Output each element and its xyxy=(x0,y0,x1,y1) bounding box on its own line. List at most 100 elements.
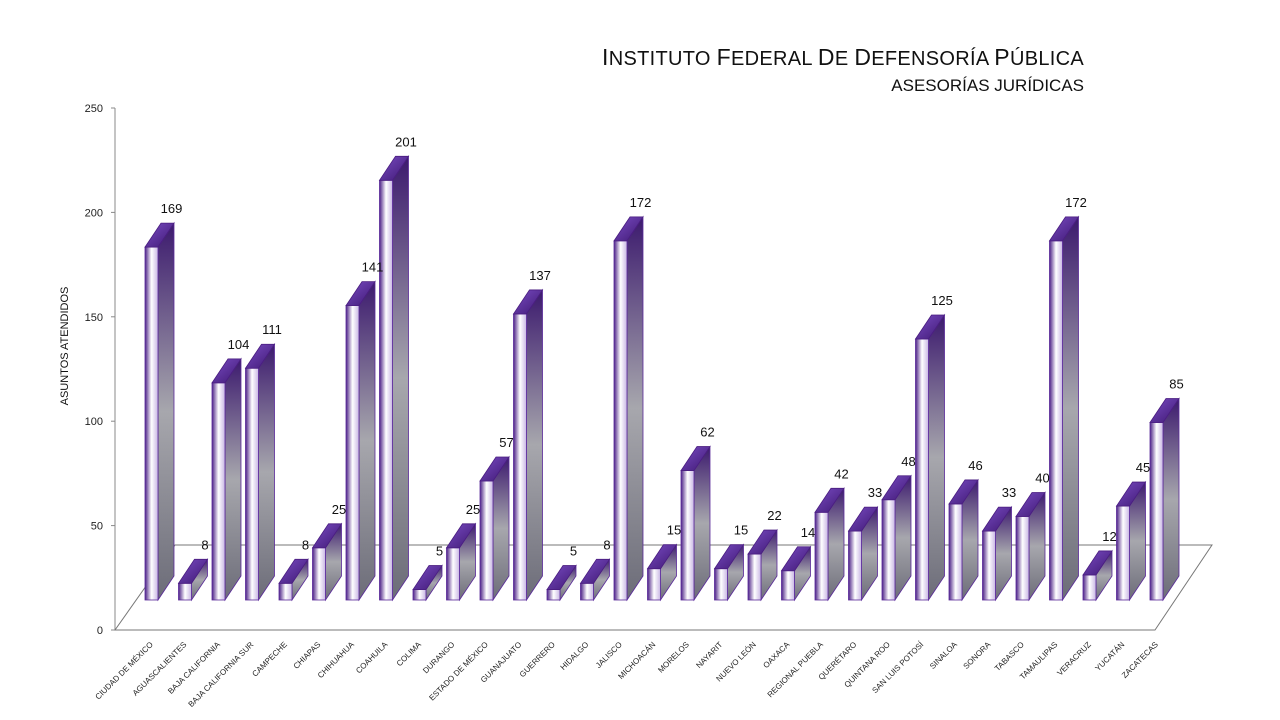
bar xyxy=(847,505,879,602)
bar-front xyxy=(312,547,326,601)
bar-front xyxy=(1049,240,1063,601)
bar-top xyxy=(512,289,544,315)
data-label: 85 xyxy=(1169,377,1183,392)
data-label: 15 xyxy=(667,523,681,538)
bar-top xyxy=(680,446,711,471)
bar-front xyxy=(211,382,226,601)
bar-top xyxy=(445,523,477,549)
data-label: 8 xyxy=(603,537,610,552)
bar xyxy=(445,522,477,602)
bar-front xyxy=(1116,505,1130,601)
y-tick-label: 50 xyxy=(91,521,103,533)
bar-front xyxy=(1015,516,1030,601)
category-label: CIUDAD DE MÉXICO xyxy=(94,640,155,701)
bar-front xyxy=(1082,574,1097,601)
bar-front xyxy=(714,568,728,601)
bars xyxy=(144,154,1180,602)
bar xyxy=(244,342,276,602)
bar-top xyxy=(378,155,410,181)
bar-front xyxy=(781,570,795,601)
bar xyxy=(646,543,678,602)
data-label: 8 xyxy=(302,537,309,552)
y-tick-label: 200 xyxy=(85,207,103,219)
bar-top xyxy=(311,523,343,549)
y-axis-label: ASUNTOS ATENDIDOS xyxy=(59,287,71,406)
category-label: COLIMA xyxy=(395,640,424,669)
bar-side xyxy=(258,342,275,602)
bar xyxy=(278,557,309,602)
data-label: 104 xyxy=(228,337,250,352)
bar-front xyxy=(245,367,259,601)
bar-top xyxy=(144,222,175,248)
bar-top xyxy=(914,314,946,340)
bar-top xyxy=(177,558,209,584)
category-label: BAJA CALIFORNIA SUR xyxy=(186,640,255,709)
bar-top xyxy=(948,479,979,505)
bar-top xyxy=(747,529,778,555)
bar-top xyxy=(1149,398,1180,423)
y-tick-label: 250 xyxy=(85,103,103,115)
data-label: 46 xyxy=(968,458,982,473)
data-label: 40 xyxy=(1035,470,1049,485)
bar xyxy=(948,478,979,602)
data-label: 8 xyxy=(201,537,208,552)
bar xyxy=(1082,549,1113,602)
bar-front xyxy=(915,338,929,601)
data-label: 5 xyxy=(570,544,577,559)
bar-side xyxy=(492,455,510,602)
category-label: CHIAPAS xyxy=(292,640,323,671)
bar-top xyxy=(1115,481,1147,507)
bar-side xyxy=(526,288,543,602)
bar-top xyxy=(278,558,309,584)
bar-top xyxy=(847,506,879,532)
data-label: 169 xyxy=(161,201,183,216)
bar-side xyxy=(157,221,175,602)
chart-title: INSTITUTO FEDERAL DE DEFENSORÍA PÚBLICA xyxy=(602,44,1084,70)
bar-front xyxy=(814,511,829,601)
bar-front xyxy=(278,582,293,601)
bar-top xyxy=(579,558,611,584)
bar-side xyxy=(928,313,945,602)
bar-front xyxy=(881,499,896,601)
bar-front xyxy=(379,179,393,601)
bar-side xyxy=(358,280,376,602)
y-tick-label: 150 xyxy=(85,312,103,324)
data-label: 111 xyxy=(262,322,282,337)
category-label: JALISCO xyxy=(594,640,624,670)
bar-front xyxy=(178,582,192,601)
category-label: GUERRERO xyxy=(518,640,557,679)
bar xyxy=(914,313,946,602)
bar-top xyxy=(244,343,276,369)
category-label: YUCATÁN xyxy=(1093,640,1126,673)
data-label: 33 xyxy=(1002,485,1016,500)
bar-front xyxy=(580,582,594,601)
bar-side xyxy=(224,357,242,602)
data-label: 125 xyxy=(931,293,953,308)
bar-side xyxy=(392,154,409,602)
category-label: REGIONAL PUEBLA xyxy=(766,640,826,700)
category-label: DURANGO xyxy=(421,640,456,675)
category-label: VERACRUZ xyxy=(1055,640,1093,678)
chart-subtitle: ASESORÍAS JURÍDICAS xyxy=(891,76,1084,95)
category-label: ESTADO DE MÉXICO xyxy=(427,640,490,703)
category-label: CHIHUAHUA xyxy=(316,640,356,680)
bar-side xyxy=(693,445,711,602)
bar xyxy=(1115,480,1147,602)
bar-top xyxy=(881,475,912,501)
category-label: SINALOA xyxy=(928,640,959,671)
bar-top xyxy=(1015,492,1046,517)
bar-top xyxy=(981,506,1013,532)
bar-top xyxy=(479,456,510,482)
bar-top xyxy=(646,544,678,570)
bar-side xyxy=(626,215,644,602)
category-label: CAMPECHE xyxy=(250,640,288,678)
bar xyxy=(713,543,745,602)
bar xyxy=(311,522,343,602)
data-label: 14 xyxy=(801,525,815,540)
data-label: 15 xyxy=(734,523,748,538)
bar-top xyxy=(613,216,644,242)
data-label: 48 xyxy=(901,454,915,469)
data-label: 62 xyxy=(700,425,714,440)
data-label: 22 xyxy=(767,508,781,523)
